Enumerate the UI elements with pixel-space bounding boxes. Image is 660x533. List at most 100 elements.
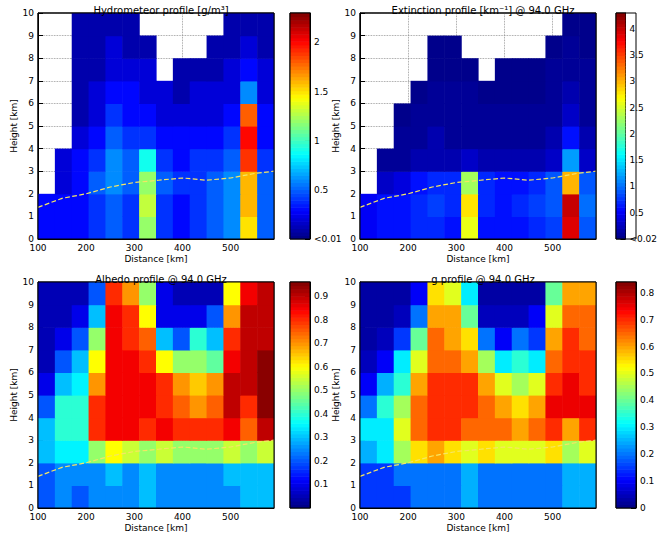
- svg-text:5: 5: [28, 390, 34, 400]
- svg-text:3: 3: [28, 166, 34, 176]
- svg-text:0: 0: [640, 503, 646, 513]
- svg-text:Distance [km]: Distance [km]: [124, 523, 187, 533]
- svg-text:7: 7: [350, 345, 356, 355]
- svg-text:0.4: 0.4: [314, 409, 329, 419]
- svg-text:7: 7: [350, 76, 356, 86]
- svg-text:2: 2: [350, 189, 356, 199]
- svg-text:Height [km]: Height [km]: [331, 368, 341, 422]
- svg-text:4: 4: [28, 413, 34, 423]
- svg-text:400: 400: [174, 243, 191, 253]
- svg-text:4: 4: [28, 144, 34, 154]
- svg-text:2: 2: [28, 189, 34, 199]
- svg-text:10: 10: [23, 277, 35, 287]
- svg-text:1: 1: [28, 480, 34, 490]
- svg-text:3: 3: [28, 435, 34, 445]
- svg-text:g profile @ 94.0 GHz: g profile @ 94.0 GHz: [431, 274, 534, 285]
- svg-text:Height [km]: Height [km]: [9, 368, 19, 422]
- svg-text:300: 300: [126, 512, 143, 522]
- svg-text:0.5: 0.5: [314, 385, 328, 395]
- svg-text:6: 6: [350, 98, 356, 108]
- svg-text:1: 1: [629, 181, 635, 191]
- svg-text:0.4: 0.4: [640, 395, 655, 405]
- svg-text:100: 100: [29, 243, 46, 253]
- svg-text:6: 6: [350, 367, 356, 377]
- svg-text:10: 10: [23, 8, 35, 18]
- svg-text:400: 400: [496, 243, 513, 253]
- svg-text:0.2: 0.2: [314, 456, 328, 466]
- svg-text:0.5: 0.5: [314, 185, 328, 195]
- svg-text:2.5: 2.5: [629, 103, 643, 113]
- svg-text:Height [km]: Height [km]: [9, 99, 19, 153]
- svg-text:0.7: 0.7: [640, 315, 654, 325]
- svg-text:2: 2: [629, 129, 635, 139]
- svg-text:2: 2: [314, 37, 320, 47]
- svg-text:0.8: 0.8: [640, 288, 655, 298]
- svg-text:3: 3: [350, 435, 356, 445]
- svg-text:5: 5: [350, 121, 356, 131]
- svg-text:Distance [km]: Distance [km]: [124, 254, 187, 264]
- svg-text:5: 5: [350, 390, 356, 400]
- svg-text:9: 9: [28, 31, 34, 41]
- svg-text:9: 9: [350, 300, 356, 310]
- svg-text:0.6: 0.6: [314, 362, 329, 372]
- svg-text:0.1: 0.1: [640, 476, 654, 486]
- svg-text:300: 300: [126, 243, 143, 253]
- svg-text:Distance [km]: Distance [km]: [446, 523, 509, 533]
- svg-text:0.7: 0.7: [314, 338, 328, 348]
- svg-text:0.8: 0.8: [314, 315, 329, 325]
- svg-text:7: 7: [28, 76, 34, 86]
- svg-text:1: 1: [314, 136, 320, 146]
- svg-text:500: 500: [544, 243, 561, 253]
- svg-text:10: 10: [345, 277, 357, 287]
- svg-text:8: 8: [350, 53, 356, 63]
- svg-text:3: 3: [350, 166, 356, 176]
- svg-text:Hydrometeor profile [g/m³]: Hydrometeor profile [g/m³]: [93, 5, 228, 16]
- svg-text:500: 500: [544, 512, 561, 522]
- svg-text:2: 2: [350, 458, 356, 468]
- svg-text:400: 400: [174, 512, 191, 522]
- svg-text:10: 10: [345, 8, 357, 18]
- svg-text:500: 500: [222, 512, 239, 522]
- svg-text:4: 4: [350, 144, 356, 154]
- svg-text:1: 1: [350, 480, 356, 490]
- svg-text:300: 300: [448, 512, 465, 522]
- svg-text:0.5: 0.5: [640, 368, 654, 378]
- svg-text:200: 200: [78, 512, 95, 522]
- svg-text:3.5: 3.5: [629, 50, 643, 60]
- svg-text:9: 9: [350, 31, 356, 41]
- svg-text:Distance [km]: Distance [km]: [446, 254, 509, 264]
- svg-text:1: 1: [28, 211, 34, 221]
- svg-text:2: 2: [28, 458, 34, 468]
- svg-text:1.5: 1.5: [629, 155, 643, 165]
- svg-text:200: 200: [400, 512, 417, 522]
- svg-text:100: 100: [351, 243, 368, 253]
- svg-text:8: 8: [28, 53, 34, 63]
- svg-text:6: 6: [28, 367, 34, 377]
- svg-text:200: 200: [400, 243, 417, 253]
- svg-text:Extinction profile [km⁻¹] @ 94: Extinction profile [km⁻¹] @ 94.0 GHz: [392, 5, 575, 16]
- svg-text:4: 4: [350, 413, 356, 423]
- svg-text:0.1: 0.1: [314, 479, 328, 489]
- svg-text:Height [km]: Height [km]: [331, 99, 341, 153]
- svg-text:8: 8: [28, 322, 34, 332]
- svg-text:1.5: 1.5: [314, 87, 328, 97]
- svg-text:200: 200: [78, 243, 95, 253]
- svg-text:100: 100: [29, 512, 46, 522]
- svg-text:0.2: 0.2: [640, 449, 654, 459]
- svg-text:0.5: 0.5: [629, 208, 643, 218]
- svg-text:100: 100: [351, 512, 368, 522]
- svg-text:400: 400: [496, 512, 513, 522]
- svg-text:8: 8: [350, 322, 356, 332]
- svg-text:7: 7: [28, 345, 34, 355]
- svg-text:0.9: 0.9: [314, 291, 329, 301]
- svg-text:6: 6: [28, 98, 34, 108]
- svg-text:9: 9: [28, 300, 34, 310]
- svg-text:0.3: 0.3: [314, 432, 328, 442]
- svg-text:3: 3: [629, 76, 635, 86]
- svg-text:0.6: 0.6: [640, 342, 655, 352]
- svg-text:1: 1: [350, 211, 356, 221]
- svg-text:0.3: 0.3: [640, 422, 654, 432]
- svg-text:5: 5: [28, 121, 34, 131]
- svg-text:300: 300: [448, 243, 465, 253]
- svg-text:<0.01: <0.01: [314, 234, 342, 244]
